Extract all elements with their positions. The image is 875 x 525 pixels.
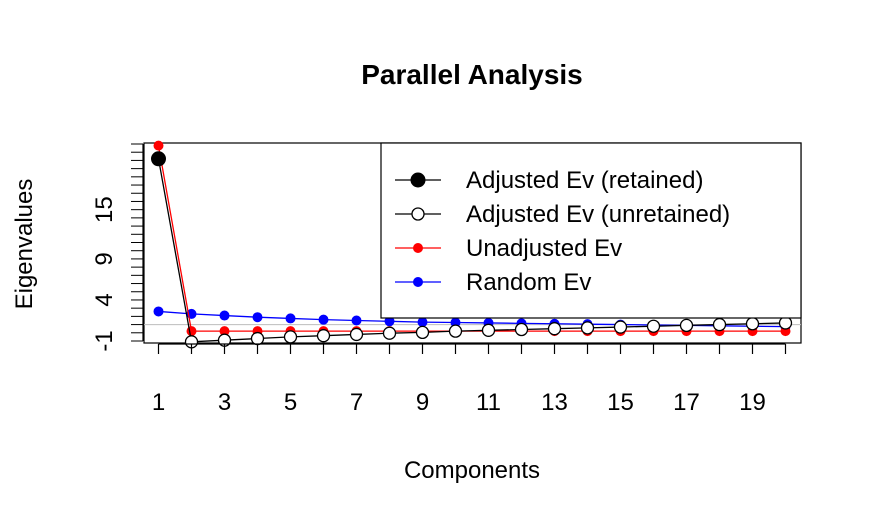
point-adjusted-ev-unretained xyxy=(778,316,793,330)
legend-label: Random Ev xyxy=(466,269,591,296)
point-adjusted-ev-unretained xyxy=(613,320,628,334)
point-adjusted-ev-unretained xyxy=(712,317,727,332)
x-tick-label: 1 xyxy=(152,389,165,416)
x-tick-label: 15 xyxy=(607,389,634,416)
point-adjusted-ev-unretained xyxy=(316,329,331,343)
legend-item-adjusted-ev-unretained: Adjusted Ev (unretained) xyxy=(395,201,730,228)
point-adjusted-ev-unretained xyxy=(415,325,430,340)
x-tick-label: 3 xyxy=(218,389,231,416)
legend-box xyxy=(380,142,802,319)
x-tick-label: 13 xyxy=(541,389,568,416)
legend-label: Unadjusted Ev xyxy=(466,235,622,262)
legend-marker xyxy=(410,172,426,188)
legend-item-unadjusted-ev: Unadjusted Ev xyxy=(395,235,622,262)
legend-item-adjusted-ev-retained: Adjusted Ev (retained) xyxy=(395,167,703,194)
point-unadjusted-ev xyxy=(153,140,164,151)
x-tick-label: 17 xyxy=(673,389,700,416)
legend-label: Adjusted Ev (retained) xyxy=(466,167,703,194)
point-adjusted-ev-unretained xyxy=(283,330,298,344)
point-adjusted-ev-unretained xyxy=(547,322,562,336)
legend-label: Adjusted Ev (unretained) xyxy=(466,201,730,228)
point-random-ev xyxy=(219,310,230,321)
point-adjusted-ev-unretained xyxy=(679,318,694,333)
x-tick-label: 5 xyxy=(284,389,297,416)
point-adjusted-ev-unretained xyxy=(481,323,496,337)
point-adjusted-ev-unretained xyxy=(448,324,463,338)
chart-title: Parallel Analysis xyxy=(361,59,583,90)
point-adjusted-ev-unretained xyxy=(745,317,760,331)
y-axis-label: Eigenvalues xyxy=(11,179,38,310)
point-random-ev xyxy=(153,306,164,317)
point-adjusted-ev-unretained xyxy=(646,319,661,333)
x-tick-label: 9 xyxy=(416,389,429,416)
point-random-ev xyxy=(417,317,428,328)
point-random-ev xyxy=(285,313,296,324)
x-tick-label: 7 xyxy=(350,389,363,416)
legend: Adjusted Ev (retained) Adjusted Ev (unret… xyxy=(380,142,802,319)
legend-marker xyxy=(413,277,423,287)
x-tick-label: 11 xyxy=(476,389,501,416)
point-adjusted-ev-unretained xyxy=(580,321,595,335)
point-adjusted-ev-unretained xyxy=(514,322,529,337)
y-tick-label: -1 xyxy=(91,330,118,351)
point-adjusted-ev-unretained xyxy=(250,331,265,346)
x-axis-label: Components xyxy=(404,457,540,484)
y-tick-label: 4 xyxy=(91,293,118,306)
point-random-ev xyxy=(252,312,263,323)
point-random-ev xyxy=(351,315,362,326)
y-tick-label: 15 xyxy=(91,196,118,223)
point-random-ev xyxy=(318,314,329,325)
series-layer xyxy=(151,140,793,349)
point-adjusted-ev-unretained xyxy=(349,327,364,342)
point-adjusted-ev-unretained xyxy=(382,326,397,340)
y-tick-label: 9 xyxy=(91,252,118,265)
x-tick-label: 19 xyxy=(739,389,766,416)
legend-marker xyxy=(411,207,425,221)
point-adjusted-ev-retained xyxy=(151,151,166,167)
legend-item-random-ev: Random Ev xyxy=(395,269,591,296)
series-adjusted-ev xyxy=(151,151,793,349)
legend-marker xyxy=(413,243,423,253)
